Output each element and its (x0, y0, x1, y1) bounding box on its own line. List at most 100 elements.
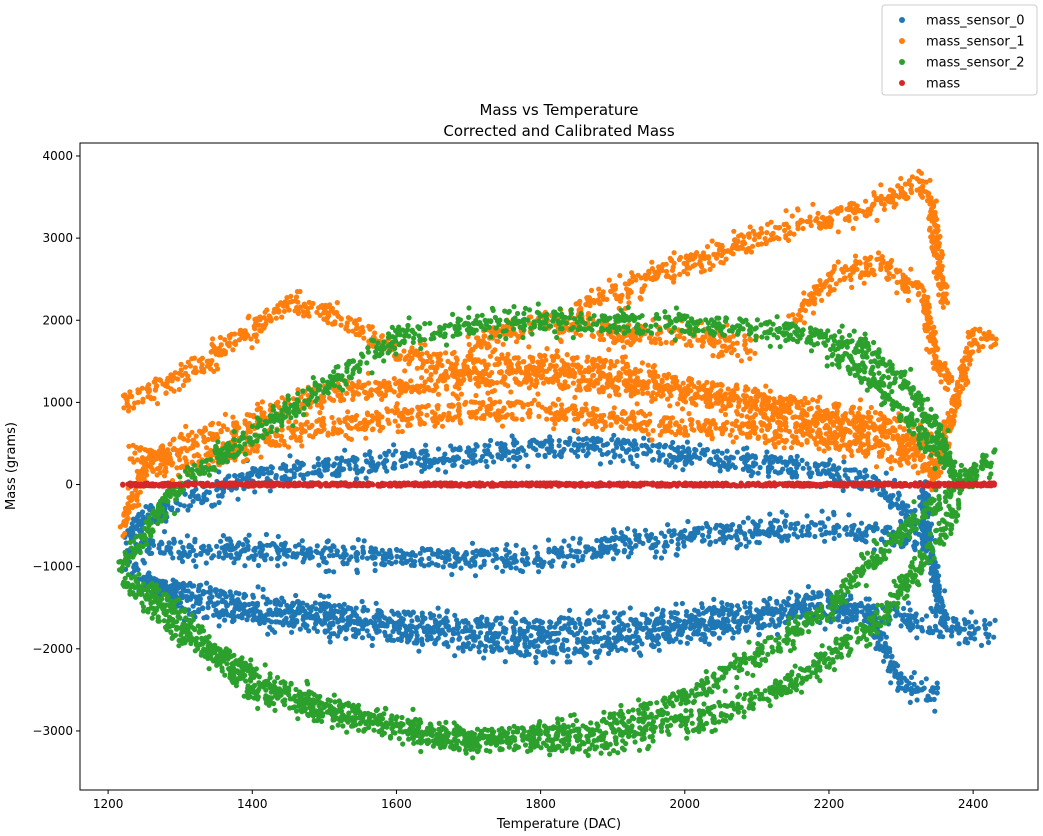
point-mass_sensor_0 (419, 641, 426, 648)
point-mass_sensor_0 (875, 642, 881, 648)
point-mass_sensor_0 (924, 523, 930, 530)
point-mass_sensor_0 (456, 645, 462, 651)
point-mass_sensor_0 (228, 554, 234, 560)
point-mass_sensor_0 (331, 615, 337, 621)
point-mass_sensor_0 (770, 524, 776, 530)
point-mass_sensor_1 (217, 334, 223, 341)
point-mass_sensor_0 (662, 533, 668, 540)
point-mass_sensor_0 (812, 533, 818, 540)
point-mass_sensor_0 (388, 637, 394, 643)
point-mass_sensor_0 (580, 448, 586, 454)
point-mass_sensor_0 (525, 463, 531, 469)
point-mass_sensor_0 (370, 459, 376, 465)
point-mass_sensor_1 (483, 382, 489, 388)
point-mass_sensor_0 (951, 618, 957, 624)
point-mass_sensor_0 (684, 640, 690, 646)
point-mass_sensor_0 (785, 602, 792, 608)
point-mass_sensor_0 (374, 464, 380, 470)
point-mass_sensor_0 (956, 641, 962, 647)
point-mass_sensor_0 (699, 617, 705, 623)
point-mass_sensor_1 (520, 359, 526, 365)
point-mass_sensor_0 (207, 585, 213, 591)
point-mass_sensor_1 (170, 373, 176, 379)
point-mass_sensor_0 (428, 463, 434, 469)
point-mass_sensor_0 (452, 630, 458, 636)
point-mass_sensor_0 (241, 608, 247, 614)
point-mass_sensor_0 (905, 613, 911, 619)
point-mass_sensor_0 (644, 451, 650, 457)
chart-subtitle: Corrected and Calibrated Mass (443, 122, 674, 140)
point-mass_sensor_0 (650, 442, 656, 449)
point-mass_sensor_0 (299, 538, 305, 544)
point-mass_sensor_0 (654, 606, 661, 612)
point-mass_sensor_0 (252, 546, 258, 552)
point-mass_sensor_0 (725, 618, 731, 624)
point-mass_sensor_0 (650, 457, 656, 463)
point-mass_sensor_1 (138, 473, 144, 479)
point-mass_sensor_0 (809, 602, 815, 608)
point-mass_sensor_0 (791, 531, 797, 537)
point-mass_sensor_0 (741, 446, 747, 452)
point-mass_sensor_0 (556, 616, 563, 623)
point-mass_sensor_0 (199, 500, 205, 506)
point-mass_sensor_0 (309, 604, 315, 610)
point-mass_sensor_0 (263, 531, 269, 538)
point-mass_sensor_0 (372, 615, 378, 621)
point-mass_sensor_0 (659, 611, 665, 617)
point-mass_sensor_1 (123, 519, 129, 525)
point-mass_sensor_0 (755, 613, 761, 619)
point-mass_sensor_0 (476, 644, 482, 650)
point-mass_sensor_0 (198, 550, 204, 556)
point-mass_sensor_0 (370, 555, 376, 561)
point-mass_sensor_0 (327, 639, 333, 645)
point-mass_sensor_1 (146, 388, 152, 394)
point-mass_sensor_0 (991, 634, 997, 640)
point-mass_sensor_0 (612, 610, 618, 616)
point-mass_sensor_0 (723, 536, 729, 542)
point-mass_sensor_1 (121, 512, 127, 518)
point-mass_sensor_0 (772, 517, 778, 523)
point-mass_sensor_1 (121, 405, 127, 411)
point-mass_sensor_0 (907, 607, 913, 613)
point-mass_sensor_0 (639, 443, 645, 449)
point-mass_sensor_1 (232, 341, 239, 347)
point-mass_sensor_0 (158, 539, 164, 545)
point-mass_sensor_0 (840, 619, 846, 625)
point-mass_sensor_0 (261, 471, 267, 477)
point-mass_sensor_0 (328, 607, 334, 614)
point-mass_sensor_0 (289, 629, 295, 635)
point-mass_sensor_0 (341, 601, 347, 607)
point-mass_sensor_1 (178, 431, 184, 437)
point-mass_sensor_0 (134, 526, 140, 532)
point-mass_sensor_0 (490, 648, 496, 655)
point-mass_sensor_1 (523, 379, 529, 385)
point-mass_sensor_0 (766, 622, 773, 628)
point-mass_sensor_0 (426, 555, 432, 562)
point-mass_sensor_0 (520, 547, 527, 553)
point-mass_sensor_0 (596, 619, 602, 626)
point-mass_sensor_0 (475, 624, 481, 630)
point-mass_sensor_0 (759, 623, 765, 629)
point-mass_sensor_1 (640, 390, 646, 397)
point-mass_sensor_0 (937, 607, 944, 613)
point-mass_sensor_1 (467, 374, 473, 380)
point-mass_sensor_0 (705, 607, 711, 613)
point-mass_sensor_0 (325, 457, 331, 463)
point-mass_sensor_1 (216, 421, 222, 427)
point-mass_sensor_0 (403, 463, 409, 469)
point-mass_sensor_0 (365, 607, 371, 613)
point-mass_sensor_0 (296, 465, 303, 471)
point-mass_sensor_0 (148, 502, 154, 509)
point-mass_sensor_0 (504, 645, 510, 651)
point-mass_sensor_0 (819, 461, 826, 467)
point-mass_sensor_0 (486, 638, 492, 644)
point-mass_sensor_1 (825, 424, 831, 430)
point-mass_sensor_0 (891, 660, 897, 666)
point-mass_sensor_0 (158, 549, 164, 555)
point-mass_sensor_0 (446, 556, 452, 562)
point-mass_sensor_1 (210, 343, 217, 349)
point-mass_sensor_0 (435, 605, 441, 611)
point-mass_sensor_0 (642, 612, 648, 618)
point-mass_sensor_0 (788, 525, 794, 531)
point-mass_sensor_0 (215, 493, 222, 499)
